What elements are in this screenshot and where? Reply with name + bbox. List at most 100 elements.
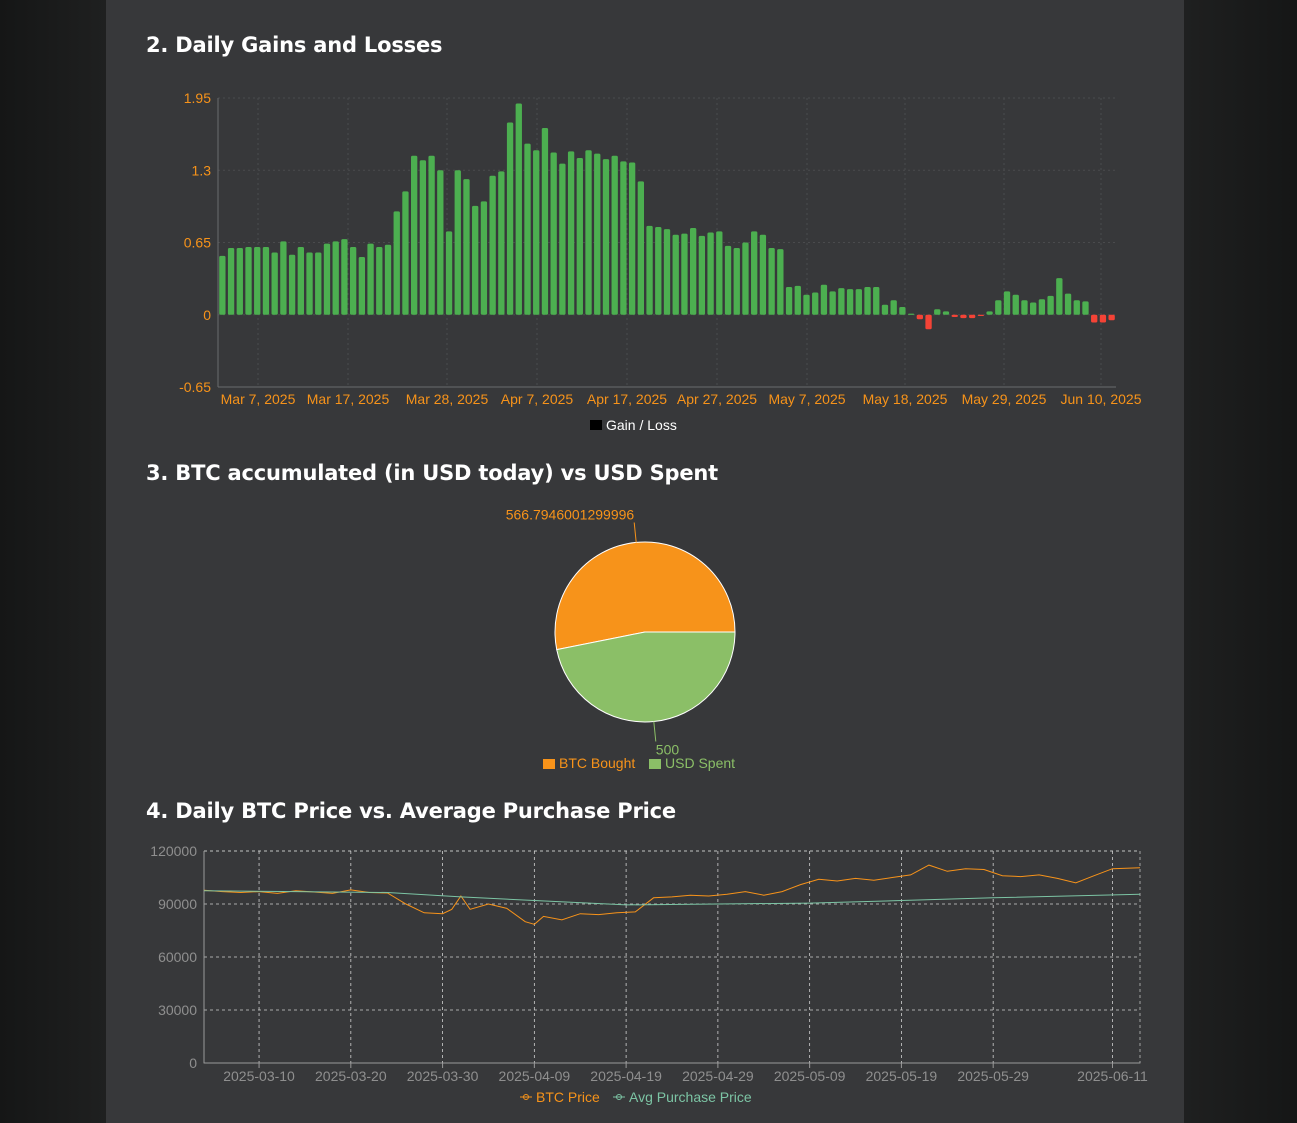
gain-loss-bar [1012,294,1019,315]
x-tick-label: 2025-05-09 [774,1068,846,1084]
gain-loss-bar [724,245,732,315]
gain-loss-bar [1108,314,1115,321]
gain-loss-bar [393,211,400,315]
gain-loss-bar [437,170,444,315]
gain-loss-bar [907,313,915,315]
gain-loss-bar [384,244,392,315]
x-tick-label: Apr 7, 2025 [501,391,574,407]
gain-loss-bar [916,314,923,320]
gain-loss-bar [262,246,270,315]
avg-price-legend-marker [616,1094,622,1100]
gain-loss-bar [245,246,252,315]
gain-loss-bar [227,248,235,315]
gain-loss-bar [1038,299,1046,315]
x-tick-label: 2025-04-19 [590,1068,662,1084]
gain-loss-bar [873,286,880,315]
x-tick-label: Jun 10, 2025 [1061,391,1142,407]
gain-loss-bar [663,229,671,315]
gain-loss-bar [768,248,775,315]
gain-loss-bar [454,170,461,315]
y-tick-label: 0.65 [184,235,211,251]
gain-loss-bar [1091,314,1098,323]
y-tick-label: 1.95 [184,90,211,106]
x-tick-label: May 18, 2025 [863,391,948,407]
y-tick-label: 60000 [158,949,197,965]
btc-price-legend-marker [523,1094,529,1100]
gain-loss-bar [672,234,679,315]
gain-loss-bar [751,231,758,315]
gain-loss-bar [925,314,932,330]
gain-loss-bar [977,314,985,316]
gain-loss-bar [541,128,549,315]
x-tick-label: Mar 28, 2025 [406,391,489,407]
page-gutter-right [1184,0,1297,1123]
gain-loss-bar [890,300,897,315]
page-gutter-left [0,0,106,1123]
avg-price-legend-label: Avg Purchase Price [629,1089,752,1105]
pie-slice [554,541,736,651]
x-tick-label: May 29, 2025 [962,391,1047,407]
gain-loss-bar [698,235,706,315]
gain-loss-bar [358,256,366,315]
btc-vs-usd-heading: 3. BTC accumulated (in USD today) vs USD… [146,461,719,485]
gains-losses-heading: 2. Daily Gains and Losses [146,33,443,57]
gain-loss-bar [280,241,287,315]
x-tick-label: May 7, 2025 [768,391,845,407]
gain-loss-bar [803,294,810,315]
gain-loss-bar [707,232,714,315]
gain-loss-bar [794,285,801,315]
gain-loss-bar [367,243,374,315]
gain-loss-bar [1099,314,1107,323]
gain-loss-bar [254,246,261,315]
x-tick-label: 2025-05-29 [957,1068,1029,1084]
btc-bought-legend-label: BTC Bought [559,755,635,771]
gain-loss-bar [899,306,906,315]
gain-loss-bar [472,205,479,315]
gain-loss-bar [567,151,575,315]
pie-leader-line [633,522,637,543]
gain-loss-bar [315,252,322,315]
gain-loss-bar [855,289,862,315]
gain-loss-bar [611,155,618,315]
gain-loss-bar [690,228,697,315]
gain-loss-bar [637,181,645,315]
gain-loss-bar [628,162,636,315]
gain-loss-bar [960,314,967,319]
x-tick-label: 2025-04-29 [682,1068,754,1084]
gain-loss-bar [1030,302,1037,315]
content-panel: 2. Daily Gains and Losses 1.95 1.3 0.65 0 -0… [106,0,1184,1123]
gain-loss-bar [820,284,828,315]
y-tick-label: 90000 [158,896,197,912]
gain-loss-bar [934,309,941,315]
y-tick-label: 1.3 [192,162,212,178]
gain-loss-bar [1021,300,1028,315]
gain-loss-bar [602,159,610,315]
gain-loss-bar [419,160,427,315]
gain-loss-bar [559,163,566,315]
gain-loss-bar [445,231,453,315]
gain-loss-bar [498,171,505,315]
gain-loss-bar [951,314,958,317]
gain-loss-bar [733,248,740,315]
gain-loss-bar [829,291,836,315]
gain-loss-bar [428,155,435,315]
x-tick-label: Mar 7, 2025 [221,391,296,407]
price-vs-average-line-chart: 120000 90000 60000 30000 0 2025-03-10 2025-03-… [150,843,1148,1105]
btc-vs-usd-pie-chart: 566.7946001299996 500 BTC Bought USD Spent [506,507,736,771]
y-tick-label: 0 [189,1055,197,1071]
gain-loss-bar [812,292,819,315]
gain-loss-bar [1064,293,1072,315]
gain-loss-bar [942,311,950,315]
gain-loss-bar [489,175,496,315]
gain-loss-bar [594,153,601,315]
gain-loss-bar [1047,295,1054,315]
gain-loss-bar [297,246,304,315]
gain-loss-bar [1056,278,1063,315]
gain-loss-bar [777,249,784,315]
pie-leader-line [653,721,657,742]
btc-price-line [203,864,1141,925]
x-tick-label: 2025-04-09 [499,1068,571,1084]
gain-loss-bar [550,152,557,315]
gain-loss-bar [219,255,226,315]
y-tick-label: 30000 [158,1002,197,1018]
